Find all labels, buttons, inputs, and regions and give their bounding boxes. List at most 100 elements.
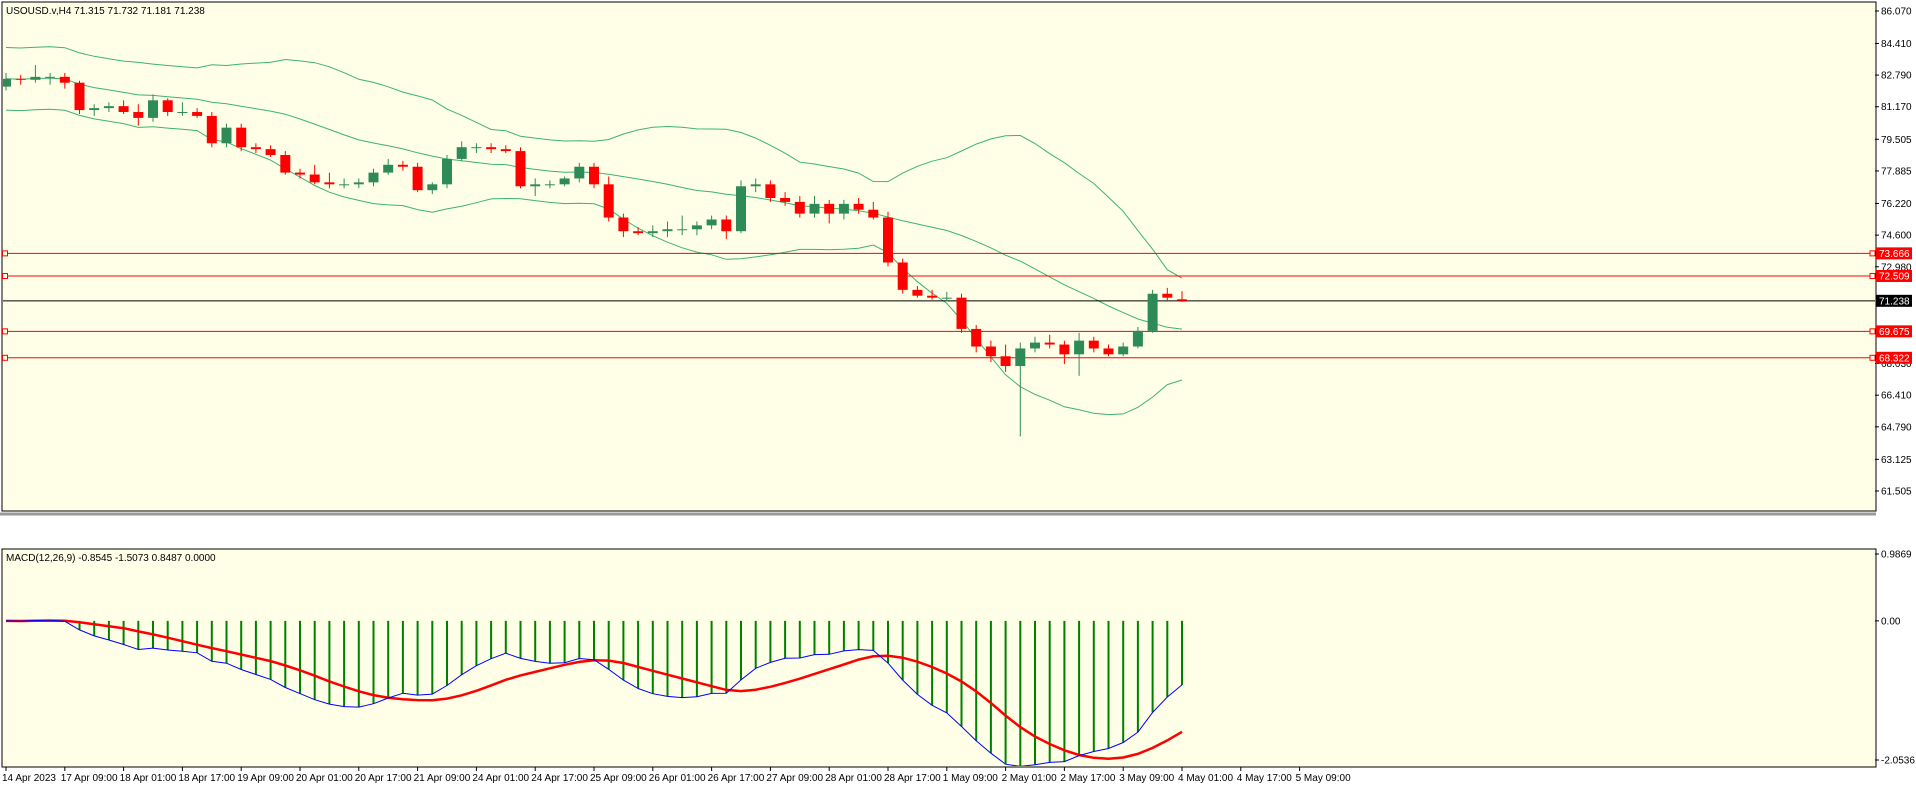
time-axis-label: 18 Apr 17:00 [178,773,235,784]
candle-body [956,297,967,329]
level-handle-left[interactable] [2,272,8,279]
price-axis-label: 74.600 [1881,231,1912,242]
candle-body [897,262,908,290]
candle-body [941,297,952,299]
price-axis-label: 68.030 [1881,359,1912,370]
candle-body [3,78,11,87]
candle [442,155,452,189]
macd-pane[interactable] [1,548,1877,768]
level-price-tag: 73.666 [1876,247,1912,260]
price-axis-label: 72.980 [1881,262,1912,273]
candle [412,162,423,193]
candle-body [177,112,188,114]
candle-body [500,149,511,152]
candle [250,143,261,154]
candle-body [324,182,335,185]
level-price-tag-label: 69.675 [1879,327,1910,338]
level-handles[interactable] [2,250,1876,361]
candle [750,178,761,193]
candle [883,211,893,267]
candle-body [1147,293,1158,331]
price-axis-label: 81.170 [1881,102,1912,113]
time-axis-label: 27 Apr 09:00 [766,773,823,784]
price-axis-label: 86.070 [1881,7,1912,18]
level-handle-right[interactable] [1869,354,1876,361]
candle [780,192,791,206]
candle [500,145,511,154]
time-axis-label: 19 Apr 09:00 [237,773,294,784]
candle-body [192,112,203,116]
candle [324,172,335,189]
candle-body [1132,330,1143,347]
price-pane[interactable] [1,1,1877,512]
candle-body [868,209,879,218]
candle-body [559,178,570,185]
candle-body [250,147,261,150]
candle-body [1044,342,1055,345]
level-handle-right[interactable] [1869,328,1876,335]
level-handle-right[interactable] [1869,272,1876,279]
price-axis-label: 84.410 [1881,39,1912,50]
candle-body [442,158,452,185]
horizontal-levels[interactable] [3,252,1875,359]
candle [118,100,129,114]
price-axis-label: 61.505 [1881,487,1912,498]
candle [912,285,923,298]
candle [206,112,217,148]
candle-body [30,76,41,80]
candle [691,221,702,236]
candle-body [1030,342,1040,349]
candle-body [397,164,408,167]
level-price-tag: 69.675 [1876,325,1912,338]
time-axis-label: 18 Apr 01:00 [120,773,177,784]
price-axis: 86.070 84.410 82.790 81.170 79.505 77.885 76.2… [1875,7,1912,498]
candle-body [691,225,702,230]
candle [853,197,864,214]
candle [353,178,364,189]
current-price-tag-label: 71.238 [1879,296,1910,307]
candle [89,104,100,116]
candle [941,291,952,302]
candle [1059,340,1070,365]
candle-body [148,100,158,118]
candle [927,289,938,300]
candle-body [1074,340,1085,355]
candle-body [1103,348,1114,355]
candle-body [750,184,761,187]
level-handle-right[interactable] [1869,250,1876,257]
level-handle-left[interactable] [2,250,8,257]
time-axis-label: 5 May 09:00 [1296,773,1351,784]
price-axis-label: 77.885 [1881,166,1912,177]
candle [339,178,350,189]
time-axis-label: 17 Apr 09:00 [61,773,118,784]
candle-body [618,217,629,232]
candle-body [383,164,394,173]
candle-body [912,289,923,296]
candle [838,199,849,220]
macd-axis-label: 0.9869 [1881,550,1912,561]
candle-body [1059,344,1070,355]
candle [1088,336,1099,353]
candle-body [368,172,379,183]
candle-body [853,203,864,210]
time-axis-label: 20 Apr 17:00 [355,773,412,784]
level-handle-left[interactable] [2,328,8,335]
candle [603,176,614,222]
candle [706,215,717,230]
candle [1118,342,1129,357]
candle-body [603,184,614,218]
time-axis: 14 Apr 2023 17 Apr 09:00 18 Apr 01:00 18 Ap… [2,767,1351,784]
candle [30,65,41,83]
candle [559,176,570,187]
current-price-tag-bg [1876,294,1912,307]
candle-body [1088,340,1099,349]
level-handle-left[interactable] [2,354,8,361]
level-price-tag-label: 73.666 [1879,249,1910,260]
time-axis-label: 25 Apr 09:00 [590,773,647,784]
candle [1132,326,1143,349]
candle-body [133,112,144,118]
candle [74,80,85,114]
candle [662,221,673,238]
